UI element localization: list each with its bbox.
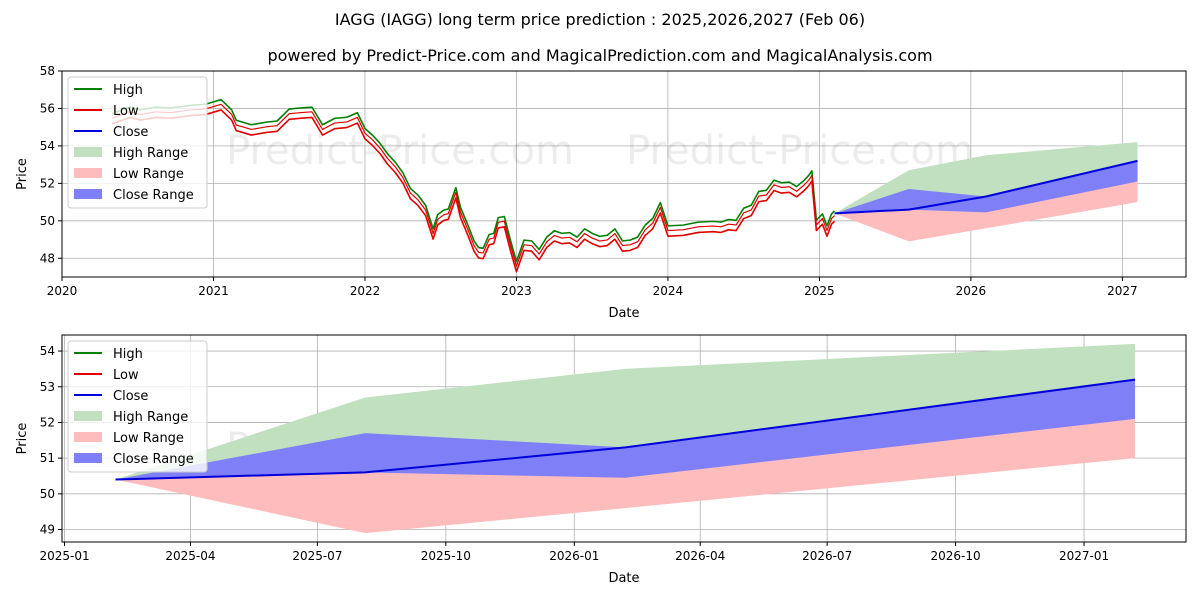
- y-tick-label: 58: [40, 64, 55, 78]
- legend-label: High: [113, 347, 143, 362]
- x-tick-label: 2025-10: [421, 549, 471, 563]
- legend-swatch-close_range: [74, 453, 102, 463]
- y-tick-label: 51: [40, 451, 55, 465]
- chart-subtitle: powered by Predict-Price.com and Magical…: [267, 46, 932, 65]
- legend-label: Low Range: [113, 431, 184, 446]
- forecast-close-line: [834, 159, 1138, 215]
- x-tick-label: 2027-01: [1059, 549, 1109, 563]
- legend: High Low Close High Range Low Range Close Ran…: [67, 76, 208, 209]
- x-tick-label: 2025-07: [292, 549, 342, 563]
- x-tick-label: 2026-04: [675, 549, 725, 563]
- x-tick-label: 2027: [1107, 284, 1138, 298]
- legend-swatch-close_range: [74, 189, 102, 199]
- x-tick-label: 2024: [653, 284, 684, 298]
- y-tick-label: 49: [40, 523, 55, 537]
- y-tick-label: 54: [40, 344, 55, 358]
- legend-label: Low Range: [113, 167, 184, 182]
- chart-title: IAGG (IAGG) long term price prediction :…: [335, 10, 865, 29]
- close-series-line: [111, 103, 835, 267]
- x-tick-label: 2025-04: [165, 549, 215, 563]
- legend: High Low Close High Range Low Range Close Ran…: [67, 340, 208, 473]
- x-tick-label: 2025-01: [39, 549, 89, 563]
- legend-label: Low: [113, 104, 139, 119]
- x-tick-label: 2023: [501, 284, 532, 298]
- y-tick-label: 56: [40, 101, 55, 115]
- x-tick-label: 2022: [350, 284, 381, 298]
- y-tick-label: 50: [40, 487, 55, 501]
- legend-swatch-low_range: [74, 168, 102, 178]
- high-series-line: [111, 98, 836, 263]
- legend-label: High Range: [113, 410, 188, 425]
- x-tick-label: 2020: [47, 284, 78, 298]
- legend-label: Close: [113, 389, 148, 404]
- y-tick-label: 53: [40, 380, 55, 394]
- low-series-line: [111, 109, 836, 273]
- legend-label: Close Range: [113, 452, 194, 467]
- legend-swatch-low_range: [74, 432, 102, 442]
- y-axis-label: Price: [15, 423, 30, 455]
- legend-swatch-high_range: [74, 147, 102, 157]
- legend-swatch-high_range: [74, 411, 102, 421]
- x-tick-label: 2026-07: [802, 549, 852, 563]
- axes-frame: [61, 70, 1187, 278]
- legend-label: High: [113, 83, 143, 98]
- legend-label: Low: [113, 368, 139, 383]
- close-range-band: [834, 160, 1138, 214]
- x-tick-label: 2026: [956, 284, 987, 298]
- y-tick-label: 54: [40, 139, 55, 153]
- y-tick-label: 50: [40, 214, 55, 228]
- y-tick-label: 48: [40, 251, 55, 265]
- y-axis-label: Price: [15, 158, 30, 190]
- legend-label: Close Range: [113, 188, 194, 203]
- x-tick-label: 2025: [804, 284, 835, 298]
- long-term-chart-panel: Predict-Price.com Predict-Price.comPredic…: [15, 64, 1187, 321]
- y-tick-label: 52: [40, 176, 55, 190]
- legend-box: [67, 76, 208, 209]
- plot-area: Predict-Price.com Predict-Price.comPredic…: [111, 98, 1138, 273]
- legend-box: [67, 340, 208, 473]
- x-axis-label: Date: [608, 306, 639, 321]
- legend-label: Close: [113, 125, 148, 140]
- forecast-close-line: [115, 378, 1136, 481]
- x-tick-label: 2021: [198, 284, 229, 298]
- legend-label: High Range: [113, 146, 188, 161]
- watermark-text: Predict-Price.com: [226, 128, 574, 174]
- axes-frame: [61, 334, 1187, 543]
- x-axis-label: Date: [608, 571, 639, 586]
- y-tick-label: 52: [40, 415, 55, 429]
- x-tick-label: 2026-01: [549, 549, 599, 563]
- close-range-band: [115, 379, 1136, 480]
- x-tick-label: 2026-10: [931, 549, 981, 563]
- watermark-text: Predict-Price.com: [626, 128, 974, 174]
